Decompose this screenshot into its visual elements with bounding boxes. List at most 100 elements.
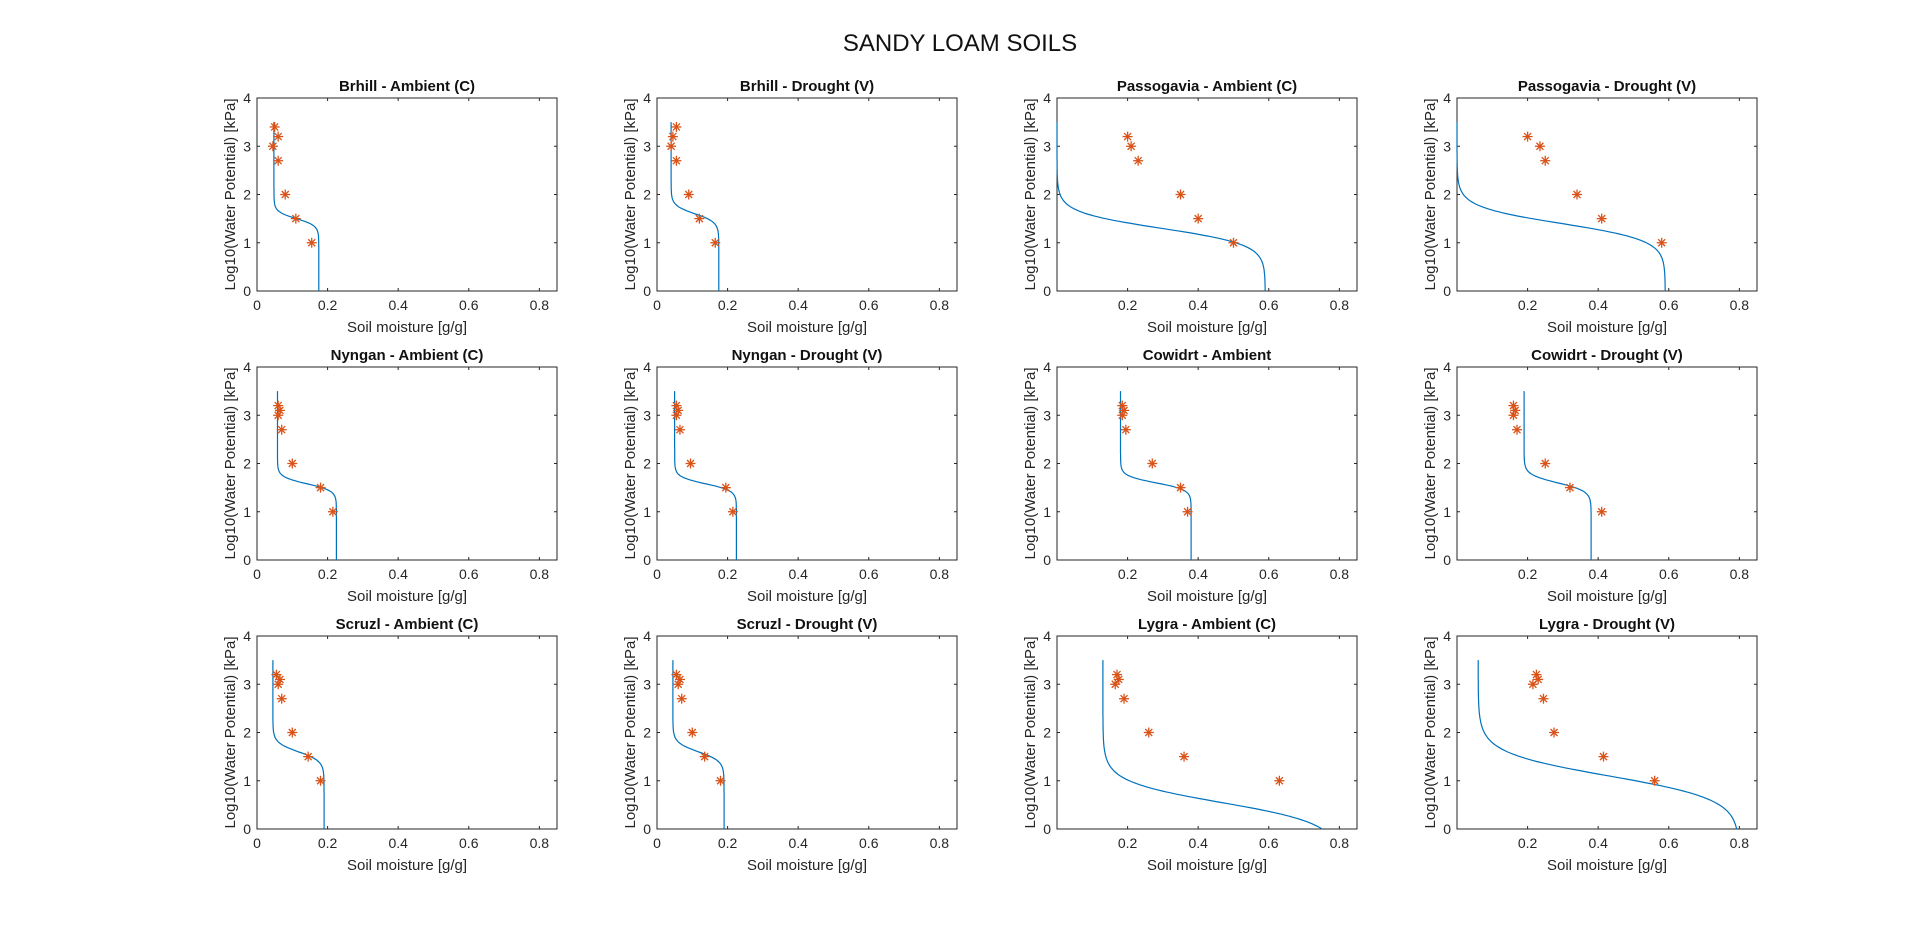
x-tick-label: 0.8 [530, 835, 550, 851]
x-tick-label: 0.8 [1730, 297, 1750, 313]
observed-point [1133, 155, 1144, 166]
x-tick-label: 0.8 [530, 566, 550, 582]
marker-stroke [1121, 425, 1130, 434]
y-tick-label: 1 [1443, 504, 1451, 520]
marker-stroke [1513, 425, 1521, 434]
x-tick-label: 0.4 [1588, 566, 1608, 582]
fit-curve [1456, 122, 1666, 291]
y-tick-label: 4 [1443, 90, 1451, 106]
marker-stroke [1114, 675, 1123, 684]
subplot-title: Brhill - Ambient (C) [339, 78, 475, 95]
observed-point [671, 410, 682, 421]
subplot-title: Nyngan - Ambient (C) [331, 347, 484, 364]
x-tick-label: 0 [653, 835, 661, 851]
marker-stroke [674, 680, 683, 689]
x-tick-label: 0 [653, 566, 661, 582]
observed-point [287, 727, 298, 738]
x-tick-label: 0.2 [1518, 835, 1538, 851]
x-tick-label: 0 [253, 297, 261, 313]
y-tick-label: 4 [643, 628, 651, 644]
x-tick-label: 0.2 [718, 835, 738, 851]
fit-curve [1523, 391, 1592, 560]
marker-stroke [700, 752, 709, 761]
axes-frame [1456, 635, 1758, 830]
observed-point [1527, 679, 1538, 690]
observed-point [280, 189, 291, 200]
y-tick-label: 2 [1443, 456, 1451, 472]
x-axis-label: Soil moisture [g/g] [1547, 588, 1667, 605]
observed-point [1228, 237, 1239, 248]
x-tick-label: 0.2 [318, 566, 338, 582]
fit-curve [1102, 660, 1323, 830]
observed-point [671, 121, 682, 132]
marker-stroke [675, 425, 684, 434]
y-tick-label: 2 [243, 456, 251, 472]
y-tick-label: 1 [243, 504, 251, 520]
y-tick-label: 4 [1443, 628, 1451, 644]
marker-stroke [1118, 411, 1127, 420]
subplot-title: Lygra - Drought (V) [1539, 616, 1675, 633]
observed-point [1120, 424, 1131, 435]
marker-stroke [1194, 214, 1203, 223]
observed-point [1193, 213, 1204, 224]
y-tick-label: 4 [243, 90, 251, 106]
observed-point [1126, 141, 1137, 152]
marker-stroke [1111, 680, 1120, 689]
y-tick-label: 3 [243, 138, 251, 154]
fit-curve [672, 660, 725, 829]
marker-stroke [1539, 694, 1548, 703]
x-tick-label: 0.4 [1588, 297, 1608, 313]
marker-stroke [277, 425, 286, 434]
x-tick-label: 0 [253, 566, 261, 582]
x-axis-label: Soil moisture [g/g] [347, 588, 467, 605]
observed-point [1274, 775, 1285, 786]
y-tick-label: 0 [243, 552, 251, 568]
x-tick-label: 0.6 [459, 835, 479, 851]
observed-point [1596, 506, 1607, 517]
y-tick-label: 4 [643, 90, 651, 106]
y-axis-label: Log10(Water Potential) [kPa] [1022, 98, 1039, 290]
marker-stroke [688, 728, 697, 737]
observed-point [273, 679, 284, 690]
x-tick-label: 0.4 [1188, 566, 1208, 582]
observed-point [1179, 751, 1190, 762]
y-tick-label: 2 [1043, 456, 1051, 472]
y-tick-label: 3 [243, 407, 251, 423]
marker-stroke [1229, 238, 1238, 247]
observed-point [273, 410, 284, 421]
y-tick-label: 0 [1443, 552, 1451, 568]
observed-point [1564, 482, 1575, 493]
x-tick-label: 0.6 [1259, 566, 1279, 582]
subplot-10: 0 1 2 3 4 0 0.2 0.4 0.6 0.8 Scruzl - Drought (V) So… [622, 616, 958, 874]
fit-curve [1056, 122, 1266, 291]
x-axis-label: Soil moisture [g/g] [347, 857, 467, 874]
marker-stroke [274, 132, 283, 141]
marker-stroke [270, 122, 279, 131]
marker-stroke [274, 156, 283, 165]
y-axis-label: Log10(Water Potential) [kPa] [1422, 98, 1439, 290]
subplot-4: 0 1 2 3 4 0.2 0.4 0.6 0.8 Passogavia - Drought (V… [1422, 78, 1758, 336]
marker-stroke [1597, 507, 1606, 516]
y-tick-label: 2 [243, 187, 251, 203]
marker-stroke [721, 483, 730, 492]
x-tick-label: 0.2 [1518, 566, 1538, 582]
marker-stroke [1148, 459, 1157, 468]
x-tick-label: 0.4 [1188, 835, 1208, 851]
y-tick-label: 1 [643, 773, 651, 789]
x-tick-label: 0.6 [1659, 566, 1679, 582]
x-axis-label: Soil moisture [g/g] [747, 319, 867, 336]
y-axis-label: Log10(Water Potential) [kPa] [1422, 367, 1439, 559]
y-axis-label: Log10(Water Potential) [kPa] [222, 636, 239, 828]
y-tick-label: 3 [1443, 138, 1451, 154]
fit-curve [273, 122, 320, 291]
marker-stroke [1180, 752, 1189, 761]
x-tick-label: 0.2 [1118, 835, 1138, 851]
subplot-9: 0 1 2 3 4 0 0.2 0.4 0.6 0.8 Scruzl - Ambient (C) So… [222, 616, 558, 874]
subplot-6: 0 1 2 3 4 0 0.2 0.4 0.6 0.8 Nyngan - Drought (V) So… [622, 347, 958, 605]
x-tick-label: 0.4 [788, 566, 808, 582]
marker-stroke [316, 776, 325, 785]
x-axis-label: Soil moisture [g/g] [1147, 588, 1267, 605]
y-tick-label: 2 [243, 725, 251, 741]
observed-point [269, 121, 280, 132]
x-tick-label: 0.6 [1259, 297, 1279, 313]
